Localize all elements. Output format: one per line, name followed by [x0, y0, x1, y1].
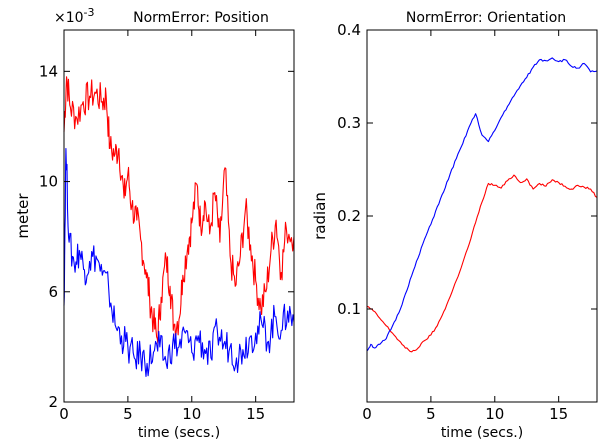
y-tick-label: 0.2 — [337, 207, 361, 225]
plot-frame — [63, 29, 295, 403]
x-tick-label: 10 — [182, 405, 201, 423]
y-tick-label: 0.4 — [337, 21, 361, 39]
series-line-0 — [63, 76, 295, 345]
x-axis-label: time (secs.) — [138, 425, 220, 441]
y-tick-label: 0.1 — [337, 300, 361, 318]
y-axis-label: radian — [311, 192, 329, 240]
orientation-error-chart: 0 5 10 15 0.1 0.2 0.3 0.4 NormError: Orientation… — [311, 10, 598, 441]
x-tick-label: 10 — [485, 405, 504, 423]
x-tick-label: 15 — [549, 405, 568, 423]
y-axis-multiplier-base: ×10 — [54, 10, 84, 26]
x-tick-label: 5 — [123, 405, 133, 423]
x-tick-label: 0 — [362, 405, 372, 423]
x-axis-label: time (secs.) — [441, 425, 523, 441]
plot-frame — [366, 29, 598, 403]
series-line-1 — [366, 57, 598, 352]
y-tick-label: 10 — [39, 173, 58, 191]
y-tick-label: 2 — [48, 393, 58, 411]
y-tick-label: 0.3 — [337, 114, 361, 132]
y-axis-multiplier: ×10-3 — [54, 6, 95, 26]
y-axis-label: meter — [14, 193, 32, 239]
chart-title: NormError: Position — [133, 10, 269, 26]
series-line-0 — [366, 174, 598, 353]
position-error-chart: 0 5 10 15 2 6 10 14 NormError: Position time (sec… — [14, 6, 295, 441]
x-tick-label: 15 — [246, 405, 265, 423]
y-tick-label: 6 — [48, 283, 58, 301]
x-tick-label: 0 — [59, 405, 69, 423]
y-axis-multiplier-exponent: -3 — [84, 6, 95, 19]
chart-title: NormError: Orientation — [406, 10, 566, 26]
series-line-1 — [63, 147, 295, 377]
y-tick-label: 14 — [39, 62, 58, 80]
x-tick-label: 5 — [426, 405, 436, 423]
